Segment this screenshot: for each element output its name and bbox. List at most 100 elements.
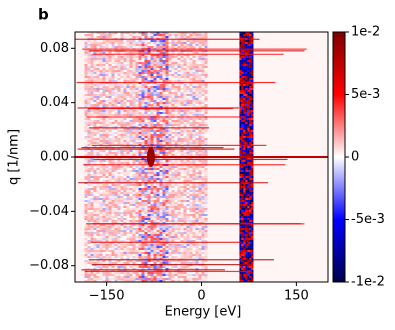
heatmap-cell <box>239 118 241 120</box>
heatmap-cell <box>174 150 177 152</box>
heatmap-cell <box>108 226 111 228</box>
heatmap-cell <box>96 214 99 216</box>
heatmap-cell <box>201 176 204 178</box>
heatmap-cell <box>123 100 126 102</box>
heatmap-cell <box>120 68 123 70</box>
heatmap-cell <box>156 150 159 152</box>
heatmap-cell <box>150 236 153 238</box>
heatmap-cell <box>183 176 186 178</box>
heatmap-cell <box>150 238 153 240</box>
heatmap-cell <box>144 204 147 206</box>
heatmap-cell <box>247 118 249 120</box>
heatmap-cell <box>111 190 114 192</box>
heatmap-cell <box>117 196 120 198</box>
heatmap-cell <box>105 154 108 156</box>
heatmap-cell <box>99 218 102 220</box>
heatmap-cell <box>114 232 117 234</box>
heatmap-cell <box>105 194 108 196</box>
heatmap-cell <box>108 216 111 218</box>
heatmap-cell <box>105 62 108 64</box>
heatmap-cell <box>189 166 192 168</box>
heatmap-cell <box>90 194 93 196</box>
heatmap-cell <box>174 154 177 156</box>
heatmap-cell <box>243 120 245 122</box>
heatmap-cell <box>144 236 147 238</box>
heatmap-cell <box>105 34 108 36</box>
heatmap-cell <box>162 122 165 124</box>
heatmap-cell <box>159 198 162 200</box>
heatmap-cell <box>204 190 207 192</box>
heatmap-cell <box>249 34 251 36</box>
heatmap-cell <box>99 230 102 232</box>
heatmap-cell <box>245 228 247 230</box>
heatmap-cell <box>192 58 195 60</box>
heatmap-cell <box>189 96 192 98</box>
heatmap-cell <box>90 140 93 142</box>
heatmap-cell <box>96 198 99 200</box>
heatmap-cell <box>241 208 243 210</box>
heatmap-cell <box>201 122 204 124</box>
heatmap-cell <box>147 192 150 194</box>
heatmap-cell <box>239 126 241 128</box>
heatmap-cell <box>141 124 144 126</box>
heatmap-cell <box>239 70 241 72</box>
heatmap-cell <box>239 148 241 150</box>
heatmap-cell <box>141 88 144 90</box>
heatmap-cell <box>201 78 204 80</box>
heatmap-cell <box>111 46 114 48</box>
heatmap-cell <box>129 62 132 64</box>
heatmap-cell <box>249 150 251 152</box>
heatmap-cell <box>165 152 168 154</box>
heatmap-cell <box>114 194 117 196</box>
heatmap-cell <box>90 158 93 160</box>
heatmap-cell <box>189 58 192 60</box>
heatmap-cell <box>201 134 204 136</box>
heatmap-cell <box>90 74 93 76</box>
heatmap-cell <box>249 202 251 204</box>
heatmap-cell <box>247 146 249 148</box>
heatmap-cell <box>171 44 174 46</box>
heatmap-cell <box>174 94 177 96</box>
heatmap-cell <box>129 36 132 38</box>
heatmap-cell <box>147 76 150 78</box>
heatmap-cell <box>105 36 108 38</box>
heatmap-cell <box>111 154 114 156</box>
heatmap-cell <box>156 72 159 74</box>
heatmap-cell <box>141 230 144 232</box>
heatmap-cell <box>135 170 138 172</box>
heatmap-cell <box>138 196 141 198</box>
heatmap-cell <box>159 180 162 182</box>
heatmap-cell <box>189 92 192 94</box>
heatmap-cell <box>201 60 204 62</box>
heatmap-cell <box>96 72 99 74</box>
heatmap-cell <box>153 120 156 122</box>
heatmap-cell <box>105 80 108 82</box>
heatmap-cell <box>141 218 144 220</box>
heatmap-cell <box>243 172 245 174</box>
heatmap-cell <box>117 232 120 234</box>
heatmap-cell <box>87 212 90 214</box>
heatmap-cell <box>96 130 99 132</box>
heatmap-cell <box>84 150 87 152</box>
heatmap-cell <box>93 88 96 90</box>
heatmap-cell <box>111 60 114 62</box>
heatmap-cell <box>192 46 195 48</box>
heatmap-cell <box>241 56 243 58</box>
heatmap-cell <box>180 102 183 104</box>
heatmap-cell <box>87 52 90 54</box>
heatmap-cell <box>247 120 249 122</box>
heatmap-cell <box>204 208 207 210</box>
heatmap-cell <box>171 188 174 190</box>
heatmap-cell <box>159 118 162 120</box>
heatmap-cell <box>96 124 99 126</box>
heatmap-cell <box>108 92 111 94</box>
heatmap-cell <box>132 124 135 126</box>
heatmap-cell <box>108 236 111 238</box>
heatmap-cell <box>117 78 120 80</box>
heatmap-cell <box>102 76 105 78</box>
heatmap-cell <box>150 86 153 88</box>
heatmap-cell <box>198 190 201 192</box>
heatmap-cell <box>135 112 138 114</box>
heatmap-cell <box>247 180 249 182</box>
heatmap-cell <box>201 188 204 190</box>
